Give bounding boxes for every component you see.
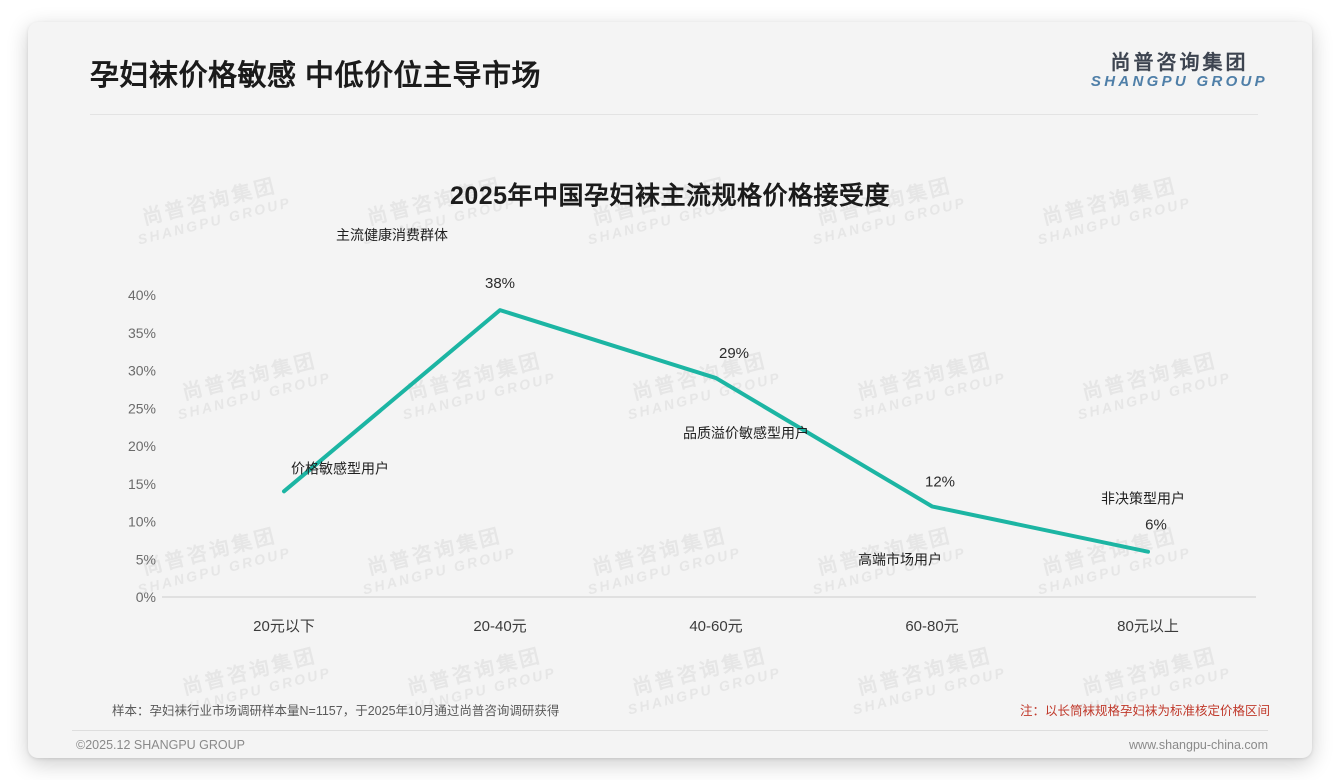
brand-logo: 尚普咨询集团 SHANGPU GROUP: [1091, 52, 1268, 91]
x-axis-tick-label: 60-80元: [905, 618, 958, 635]
x-axis-tick-label: 20-40元: [473, 618, 526, 635]
y-axis-tick-label: 25%: [128, 400, 156, 416]
brand-logo-en: SHANGPU GROUP: [1090, 73, 1268, 91]
slide-footer: ©2025.12 SHANGPU GROUP www.shangpu-china…: [28, 734, 1312, 758]
footer-divider: [72, 730, 1268, 731]
y-axis-tick-label: 10%: [128, 514, 156, 530]
page-title: 孕妇袜价格敏感 中低价位主导市场: [90, 60, 542, 92]
slide-card: 尚普咨询集团 SHANGPU GROUP 尚普咨询集团 SHANGPU GROUP 尚普…: [28, 22, 1312, 758]
y-axis-tick-label: 15%: [128, 476, 156, 492]
brand-logo-cn: 尚普咨询集团: [1110, 52, 1249, 74]
x-axis-tick-label: 40-60元: [689, 618, 742, 635]
y-axis-tick-label: 20%: [128, 438, 156, 454]
data-point-annotation: 品质溢价敏感型用户: [683, 425, 809, 441]
y-axis-tick-label: 35%: [128, 325, 156, 341]
website-text: www.shangpu-china.com: [1129, 738, 1268, 752]
x-axis-tick-label: 80元以上: [1117, 618, 1179, 635]
chart-title: 2025年中国孕妇袜主流规格价格接受度: [449, 182, 891, 210]
notes-row: 样本：孕妇袜行业市场调研样本量N=1157，于2025年10月通过尚普咨询调研获…: [28, 694, 1312, 728]
data-point-value-label: 29%: [719, 345, 749, 362]
line-chart: 0% 5% 10% 15% 20% 25% 30% 35% 40% 20元以下 20-40元 40-6…: [128, 227, 1256, 635]
data-point-value-label: 6%: [1145, 517, 1167, 534]
data-point-annotation: 非决策型用户: [1101, 491, 1185, 507]
header-divider: [90, 114, 1258, 115]
y-axis-tick-label: 0%: [136, 589, 156, 605]
data-point-annotation: 高端市场用户: [858, 551, 942, 567]
y-axis-tick-label: 40%: [128, 287, 156, 303]
chart-area: 0% 5% 10% 15% 20% 25% 30% 35% 40% 20元以下 20-40元 40-6…: [28, 22, 1312, 662]
x-axis-tick-label: 20元以下: [253, 618, 315, 635]
data-point-value-label: 38%: [485, 275, 515, 292]
sample-note: 样本：孕妇袜行业市场调研样本量N=1157，于2025年10月通过尚普咨询调研获…: [112, 704, 560, 718]
data-point-annotation: 主流健康消费群体: [336, 227, 448, 243]
standard-note: 注：以长筒袜规格孕妇袜为标准核定价格区间: [1019, 704, 1270, 718]
data-series-line: [282, 308, 1150, 554]
data-point-value-label: 12%: [925, 473, 955, 490]
y-axis-tick-label: 30%: [128, 363, 156, 379]
data-point-annotation: 价格敏感型用户: [291, 460, 389, 476]
copyright-text: ©2025.12 SHANGPU GROUP: [76, 738, 245, 752]
slide-header: 孕妇袜价格敏感 中低价位主导市场 尚普咨询集团 SHANGPU GROUP: [28, 22, 1312, 116]
y-axis-tick-label: 5%: [136, 551, 156, 567]
